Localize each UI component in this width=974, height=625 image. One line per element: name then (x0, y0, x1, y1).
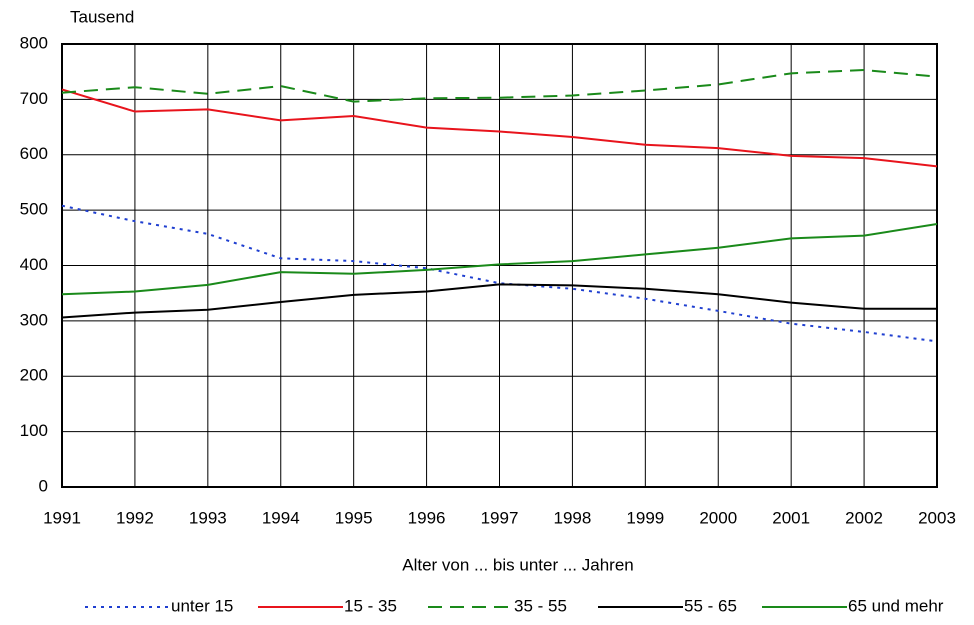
legend-label: 15 - 35 (344, 596, 397, 615)
y-tick-label: 600 (20, 144, 48, 163)
x-tick-label: 2002 (845, 508, 883, 527)
x-tick-label: 1998 (554, 508, 592, 527)
x-tick-label: 1997 (481, 508, 519, 527)
y-tick-label: 200 (20, 366, 48, 385)
x-tick-label: 1994 (262, 508, 300, 527)
series-line (61, 283, 937, 319)
legend-label: unter 15 (171, 596, 233, 615)
x-tick-label: 1993 (189, 508, 227, 527)
legend-label: 55 - 65 (684, 596, 737, 615)
y-tick-label: 0 (39, 476, 48, 495)
y-tick-label: 500 (20, 200, 48, 219)
x-tick-label: 2003 (918, 508, 956, 527)
y-axis-title: Tausend (70, 7, 134, 26)
plot-border (61, 43, 938, 488)
legend-label: 35 - 55 (514, 596, 567, 615)
y-tick-label: 300 (20, 310, 48, 329)
x-tick-label: 1995 (335, 508, 373, 527)
y-tick-label: 400 (20, 255, 48, 274)
y-tick-label: 800 (20, 33, 48, 52)
y-tick-label: 100 (20, 421, 48, 440)
legend-label: 65 und mehr (848, 596, 944, 615)
x-tick-label: 2000 (699, 508, 737, 527)
y-tick-label: 700 (20, 89, 48, 108)
series-line (61, 222, 938, 296)
x-tick-label: 1991 (43, 508, 81, 527)
series-line (61, 69, 938, 103)
x-tick-label: 1996 (408, 508, 446, 527)
x-tick-label: 2001 (772, 508, 810, 527)
x-axis-title: Alter von ... bis unter ... Jahren (402, 555, 634, 574)
x-tick-label: 1992 (116, 508, 154, 527)
x-tick-label: 1999 (626, 508, 664, 527)
series-line (61, 88, 938, 168)
